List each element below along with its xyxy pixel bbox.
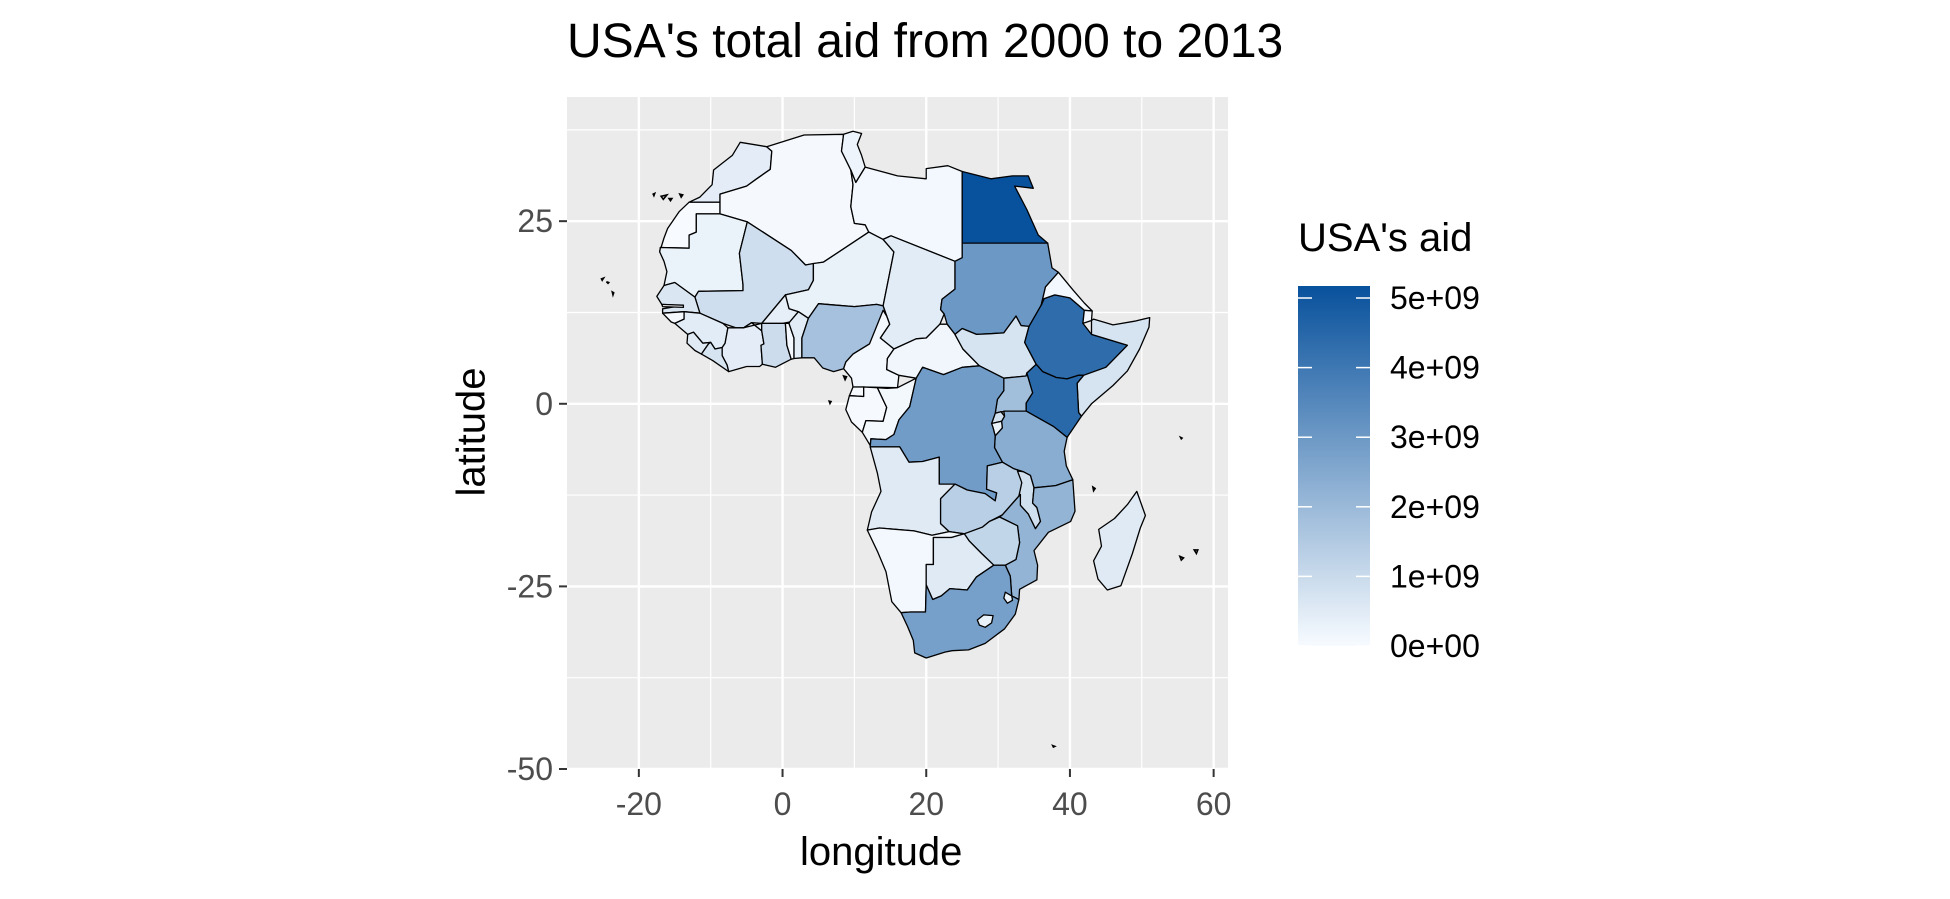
y-axis-label: latitude <box>449 367 494 497</box>
legend-title: USA's aid <box>1298 216 1473 260</box>
map-title: USA's total aid from 2000 to 2013 <box>567 15 1284 68</box>
legend-label: 0e+00 <box>1390 628 1480 664</box>
island-canary-islands <box>659 193 670 201</box>
island-sao-tome <box>827 400 833 406</box>
country-madagascar <box>1092 490 1147 591</box>
country-lesotho <box>976 614 994 628</box>
country-swaziland <box>1003 591 1014 604</box>
country-tunisia <box>840 130 866 184</box>
legend-label: 5e+09 <box>1390 280 1480 316</box>
y-tick-label: -50 <box>507 751 553 787</box>
country-somalia <box>1076 316 1151 417</box>
x-axis-label: longitude <box>800 830 963 874</box>
island-mauritius <box>1192 549 1199 556</box>
legend-colorbar <box>1298 286 1370 646</box>
island-cape-verde <box>600 276 606 282</box>
country-ghana <box>760 322 792 368</box>
country-senegal <box>656 281 701 314</box>
country-gambia <box>661 303 685 309</box>
y-tick-label: 25 <box>517 203 553 239</box>
island-canary-islands <box>678 192 684 199</box>
country-eritrea <box>1040 271 1093 312</box>
x-tick-label: 60 <box>1196 786 1232 822</box>
x-tick-label: 20 <box>908 786 944 822</box>
x-tick-label: 40 <box>1052 786 1088 822</box>
island-cape-verde <box>611 290 615 298</box>
island-marion-island <box>1051 744 1057 749</box>
country-cote-d-ivoire <box>721 322 765 373</box>
island-canary-islands <box>667 197 674 203</box>
legend-label: 1e+09 <box>1390 558 1480 594</box>
x-tick-label: 0 <box>774 786 792 822</box>
island-canary-islands <box>652 191 657 198</box>
legend-label: 3e+09 <box>1390 419 1480 455</box>
island-bioko <box>842 374 848 382</box>
y-tick-label: -25 <box>507 568 553 604</box>
y-tick-label: 0 <box>535 386 553 422</box>
island-reunion <box>1178 554 1185 562</box>
island-comoros <box>1091 485 1097 493</box>
legend-label: 4e+09 <box>1390 350 1480 386</box>
island-cape-verde <box>605 281 611 285</box>
legend-label: 2e+09 <box>1390 489 1480 525</box>
x-tick-label: -20 <box>616 786 662 822</box>
island-seychelles <box>1178 435 1184 441</box>
country-djibouti <box>1082 309 1093 325</box>
